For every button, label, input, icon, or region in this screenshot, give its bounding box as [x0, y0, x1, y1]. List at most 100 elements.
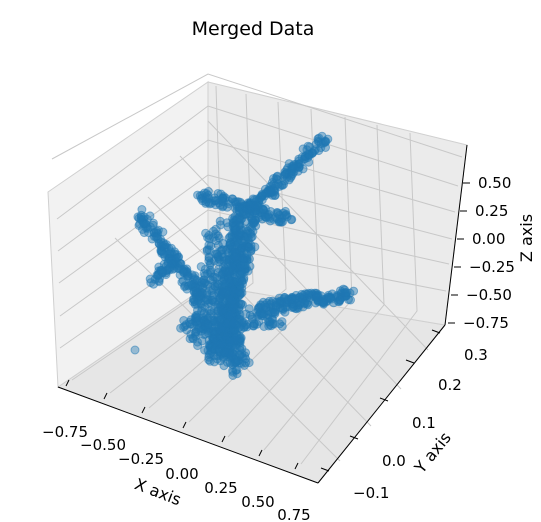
- scatter-point: [193, 324, 203, 334]
- y-grid-line: [207, 120, 429, 351]
- z-grid-line: [58, 174, 453, 284]
- scatter-point: [277, 180, 287, 190]
- x-tick-mark: [258, 449, 263, 457]
- scatter-point: [204, 256, 214, 266]
- scatter-point: [220, 279, 230, 288]
- scatter-point: [302, 299, 312, 309]
- scatter-point: [203, 269, 212, 279]
- scatter-point: [257, 311, 267, 321]
- scatter-point: [202, 245, 212, 255]
- y-axis-label: Y axis: [410, 428, 455, 477]
- scatter-point: [232, 365, 242, 375]
- x-tick-mark: [294, 462, 299, 470]
- scatter-point: [233, 239, 243, 249]
- x-grid-line: [148, 101, 287, 409]
- scatter-point: [273, 171, 283, 181]
- z-grid-line: [51, 73, 463, 160]
- scatter-point: [239, 237, 248, 247]
- scatter-point: [298, 164, 308, 174]
- z-tick-label: −0.25: [469, 258, 515, 276]
- scatter-point: [260, 300, 270, 310]
- scatter-point: [346, 295, 355, 305]
- y-tick-label: 0.0: [382, 452, 406, 470]
- y-tick-label: 0.3: [464, 346, 488, 364]
- scatter-point: [212, 273, 222, 283]
- scatter-point: [224, 196, 234, 206]
- scatter-point: [237, 256, 246, 266]
- x-tick-mark: [221, 435, 226, 443]
- scatter-point: [238, 261, 248, 270]
- scatter-point: [184, 317, 194, 327]
- x-tick-mark: [141, 406, 146, 414]
- scatter-point: [172, 253, 182, 263]
- x-tick-label: 0.75: [277, 506, 310, 522]
- scatter-point: [213, 302, 223, 312]
- z-grid-line: [57, 139, 456, 252]
- scatter-point: [266, 186, 276, 196]
- scatter-point: [203, 319, 213, 329]
- scatter-point: [204, 350, 214, 360]
- scatter-point: [247, 224, 257, 233]
- scatter-point: [286, 215, 296, 225]
- scatter-point: [230, 252, 240, 262]
- scatter-point: [154, 262, 164, 272]
- scatter-point: [196, 262, 206, 272]
- scatter-point: [194, 315, 204, 325]
- scatter-point: [136, 210, 146, 220]
- scatter-point: [203, 187, 213, 196]
- y-tick-mark: [431, 329, 441, 334]
- scatter-point: [236, 299, 246, 309]
- scatter-point: [213, 231, 223, 241]
- scatter-point: [227, 296, 237, 306]
- scatter-point: [222, 287, 232, 297]
- scatter-point: [264, 212, 274, 222]
- scatter-point: [149, 279, 159, 289]
- scatter-point: [186, 279, 196, 289]
- scatter-point: [241, 358, 251, 368]
- scatter-point: [271, 213, 280, 222]
- scatter-point: [213, 313, 223, 323]
- scatter-point: [297, 289, 307, 299]
- scatter-point: [225, 358, 235, 368]
- z-tick-label: −0.50: [466, 286, 512, 304]
- scatter-point: [230, 247, 240, 257]
- scatter-point: [144, 228, 154, 238]
- y-tick-label: 0.2: [438, 376, 462, 394]
- scatter-point: [314, 146, 324, 156]
- x-tick-mark: [103, 392, 108, 400]
- x-tick-label: 0.50: [241, 493, 274, 511]
- x-tick-label: 0.00: [165, 465, 198, 483]
- scatter-point: [287, 162, 297, 171]
- z-grid-line: [59, 209, 450, 317]
- scatter-point: [176, 323, 186, 333]
- x-grid-line: [300, 132, 418, 465]
- scatter-point: [244, 304, 254, 314]
- x-tick-label: −0.50: [80, 436, 126, 454]
- y-tick-label: −0.1: [353, 484, 389, 502]
- scatter-point: [231, 332, 241, 342]
- z-tick-label: −0.75: [463, 314, 509, 332]
- scatter-point: [224, 349, 234, 359]
- scatter-point: [156, 237, 166, 247]
- scatter-point: [282, 297, 291, 307]
- y-tick-mark: [405, 359, 415, 364]
- x-grid-line: [109, 93, 254, 394]
- scatter-point: [234, 287, 244, 297]
- scatter-point: [212, 250, 222, 259]
- scatter-point: [191, 286, 201, 296]
- scatter-point: [179, 267, 189, 277]
- scatter-point: [130, 345, 140, 355]
- scatter-point: [224, 311, 234, 320]
- x-tick-label: −0.25: [118, 450, 164, 468]
- y-tick-label: 0.1: [412, 414, 436, 432]
- scatter-point: [216, 356, 225, 366]
- tick-group: −0.75−0.50−0.250.000.250.500.75−0.10.00.…: [42, 174, 515, 522]
- scatter-point: [235, 345, 245, 355]
- x-grid-line: [263, 124, 385, 451]
- scatter-point: [265, 320, 275, 330]
- scatter-point: [245, 200, 255, 210]
- scatter-point: [242, 205, 252, 215]
- z-tick-label: 0.25: [475, 202, 508, 220]
- scatter-point: [349, 286, 359, 296]
